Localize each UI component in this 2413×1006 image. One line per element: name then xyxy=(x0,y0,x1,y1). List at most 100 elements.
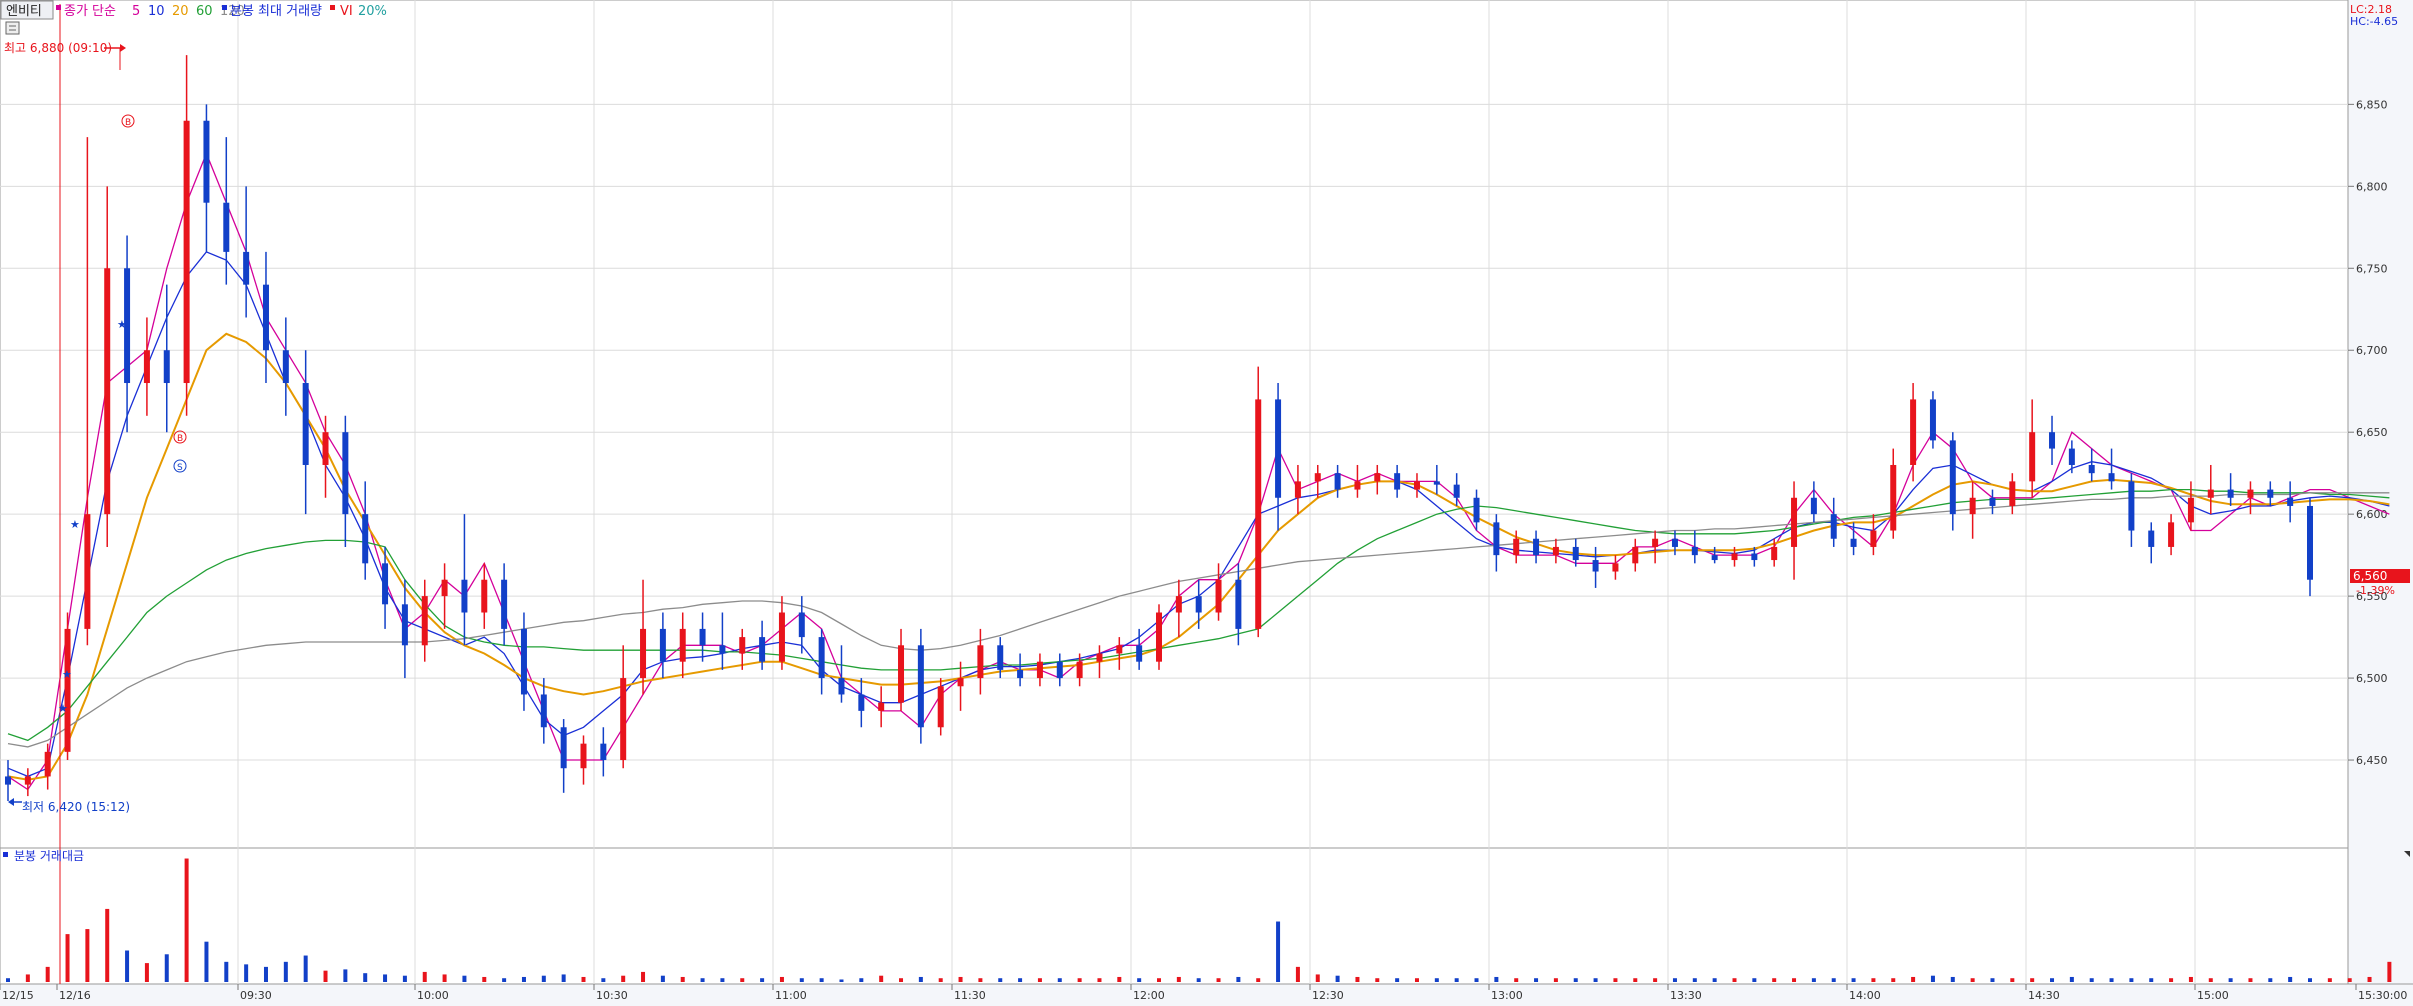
candle-body xyxy=(2088,464,2095,474)
volume-bar xyxy=(1911,976,1916,982)
candle-body xyxy=(382,563,389,605)
volume-bar xyxy=(2347,978,2352,982)
candle-body xyxy=(421,596,428,646)
candle-body xyxy=(778,612,785,662)
candle-body xyxy=(24,776,31,785)
candle-body xyxy=(481,579,488,613)
candle-body xyxy=(917,645,924,728)
candle-body xyxy=(1810,497,1817,515)
x-tick-label: 12:30 xyxy=(1312,989,1344,1002)
volume-bar xyxy=(1276,921,1281,982)
low-price-label: 최저 6,420 (15:12) xyxy=(22,800,130,814)
candle-body xyxy=(2307,505,2313,580)
candle-body xyxy=(124,268,131,384)
legend-ma-title: 종가 단순 xyxy=(64,4,116,19)
volume-bar xyxy=(1593,978,1598,982)
candle-body xyxy=(1652,538,1659,547)
candle-body xyxy=(223,202,230,252)
volume-bar xyxy=(323,970,328,982)
volume-bar xyxy=(303,955,308,982)
volume-bar xyxy=(2109,978,2114,982)
volume-bar xyxy=(1732,978,1737,982)
volume-bar xyxy=(343,969,348,982)
volume-bar xyxy=(2030,978,2035,982)
volume-bar xyxy=(1057,978,1062,982)
candle-body xyxy=(1890,464,1897,531)
candle-body xyxy=(1493,522,1500,556)
candle-body xyxy=(620,678,627,761)
candle-body xyxy=(1949,440,1956,515)
volume-bar xyxy=(1851,978,1856,982)
candle-body xyxy=(2187,497,2194,523)
volume-bar xyxy=(25,974,30,982)
percent-change: -1.39% xyxy=(2356,584,2395,597)
volume-bar xyxy=(2327,978,2332,982)
candle-body xyxy=(1136,645,1143,662)
volume-bar xyxy=(2248,978,2253,982)
candle-body xyxy=(1632,546,1639,564)
volume-bar xyxy=(442,974,447,982)
candle-body xyxy=(1552,546,1559,556)
settings-icon[interactable] xyxy=(5,21,20,35)
candle-body xyxy=(1711,555,1718,561)
volume-bar xyxy=(2089,978,2094,982)
candle-body xyxy=(1989,497,1996,506)
volume-bar xyxy=(402,975,407,982)
high-price-label: 최고 6,880 (09:10) xyxy=(4,41,112,55)
volume-bar xyxy=(1236,976,1241,982)
candle-body xyxy=(2247,489,2254,498)
candle-body xyxy=(1870,530,1877,547)
candle-body xyxy=(183,120,190,384)
volume-bar xyxy=(164,954,169,982)
candle-body xyxy=(2068,448,2075,465)
candle-body xyxy=(1235,579,1242,629)
candle-body xyxy=(1175,596,1182,613)
volume-bar xyxy=(1672,978,1677,982)
volume-bar xyxy=(204,941,209,982)
legend-ma-60: 60 xyxy=(196,4,213,19)
x-tick-label: 14:30 xyxy=(2028,989,2060,1002)
candle-body xyxy=(739,637,746,654)
panel-resize-icon[interactable] xyxy=(2404,851,2410,857)
candle-body xyxy=(2287,497,2294,506)
candle-body xyxy=(1671,538,1678,547)
volume-bar xyxy=(1811,978,1816,982)
tab-enviti[interactable] xyxy=(0,0,54,20)
x-tick-label: 11:30 xyxy=(954,989,986,1002)
buy-signal-icon[interactable] xyxy=(173,430,187,444)
x-tick-label: 12/15 xyxy=(2,989,34,1002)
x-tick-label: 10:30 xyxy=(596,989,628,1002)
legend-ma-periods: 5 10 20 60 120 xyxy=(132,4,245,19)
volume-bar xyxy=(1653,978,1658,982)
volume-bar xyxy=(363,973,368,982)
candle-body xyxy=(1334,473,1341,490)
candle-body xyxy=(2128,481,2135,531)
candle-body xyxy=(679,628,686,662)
star-marker-icon: ★ xyxy=(62,668,72,681)
candle-body xyxy=(2207,489,2214,498)
candle-body xyxy=(997,645,1004,670)
volume-panel-title: 분봉 거래대금 xyxy=(14,849,84,863)
sell-signal-icon[interactable] xyxy=(173,459,187,473)
candle-body xyxy=(203,120,210,203)
lc-label: LC:2.18 xyxy=(2350,3,2392,16)
volume-bar xyxy=(184,858,189,982)
volume-bar xyxy=(998,978,1003,982)
time-x-axis: 12/15 12/16 09:30 10:00 10:30 11:00 11:30 12:00… xyxy=(0,984,2407,1002)
candle-body xyxy=(2267,489,2274,498)
legend-volume-label: 분봉 최대 거래량 xyxy=(230,4,322,19)
volume-bar xyxy=(938,978,943,982)
candle-body xyxy=(401,604,408,646)
volume-bar xyxy=(1871,978,1876,982)
y-tick-label: 6,600 xyxy=(2356,508,2388,521)
volume-bar xyxy=(1772,978,1777,982)
x-tick-label: 14:00 xyxy=(1849,989,1881,1002)
buy-signal-icon[interactable] xyxy=(121,114,135,128)
candle-body xyxy=(262,284,269,351)
volume-bar xyxy=(1315,974,1320,982)
candle-body xyxy=(441,579,448,597)
volume-bar xyxy=(2069,976,2074,982)
x-tick-label: 10:00 xyxy=(417,989,449,1002)
y-tick-label: 6,850 xyxy=(2356,98,2388,111)
